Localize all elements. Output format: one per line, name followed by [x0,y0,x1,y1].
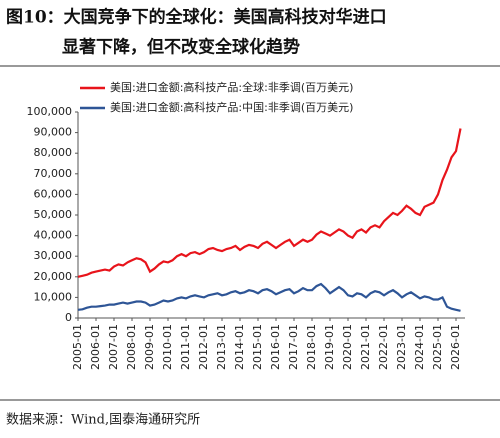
y-tick-label: 60,000 [34,187,73,200]
x-tick-label: 2017-01 [287,324,300,370]
y-tick-label: 100,000 [27,105,73,118]
x-tick-label: 2008-01 [125,324,138,370]
y-tick-label: 50,000 [34,208,73,221]
y-tick-label: 80,000 [34,146,73,159]
y-tick-label: 70,000 [34,167,73,180]
y-tick-label: 20,000 [34,270,73,283]
x-tick-label: 2026-01 [449,324,462,370]
x-tick-label: 2020-01 [341,324,354,370]
x-tick-label: 2005-01 [71,324,84,370]
x-tick-label: 2006-01 [89,324,102,370]
x-tick-label: 2007-01 [107,324,120,370]
legend-label: 美国:进口金额:高科技产品:全球:非季调(百万美元) [110,80,353,94]
x-tick-label: 2021-01 [359,324,372,370]
x-tick-label: 2024-01 [413,324,426,370]
x-tick-label: 2014-01 [233,324,246,370]
x-tick-label: 2010-01 [161,324,174,370]
y-tick-label: 90,000 [34,126,73,139]
x-tick-label: 2016-01 [269,324,282,370]
x-tick-label: 2019-01 [323,324,336,370]
x-tick-label: 2025-01 [431,324,444,370]
x-tick-label: 2013-01 [215,324,228,370]
x-tick-label: 2009-01 [143,324,156,370]
x-tick-label: 2012-01 [197,324,210,370]
chart-title: 图10：大国竞争下的全球化：美国高科技对华进口 [6,7,387,28]
x-tick-label: 2018-01 [305,324,318,370]
y-tick-label: 30,000 [34,249,73,262]
y-tick-label: 40,000 [34,229,73,242]
chart-title: 显著下降，但不改变全球化趋势 [62,37,300,58]
x-tick-label: 2015-01 [251,324,264,370]
y-tick-label: 0 [65,311,72,324]
y-tick-label: 10,000 [34,290,73,303]
x-tick-label: 2022-01 [377,324,390,370]
x-tick-label: 2023-01 [395,324,408,370]
x-tick-label: 2011-01 [179,324,192,370]
source: 数据来源：Wind,国泰海通研究所 [6,413,200,428]
line-series [77,128,462,278]
legend-label: 美国:进口金额:高科技产品:中国:非季调(百万美元) [110,100,353,114]
line-series [77,282,461,312]
